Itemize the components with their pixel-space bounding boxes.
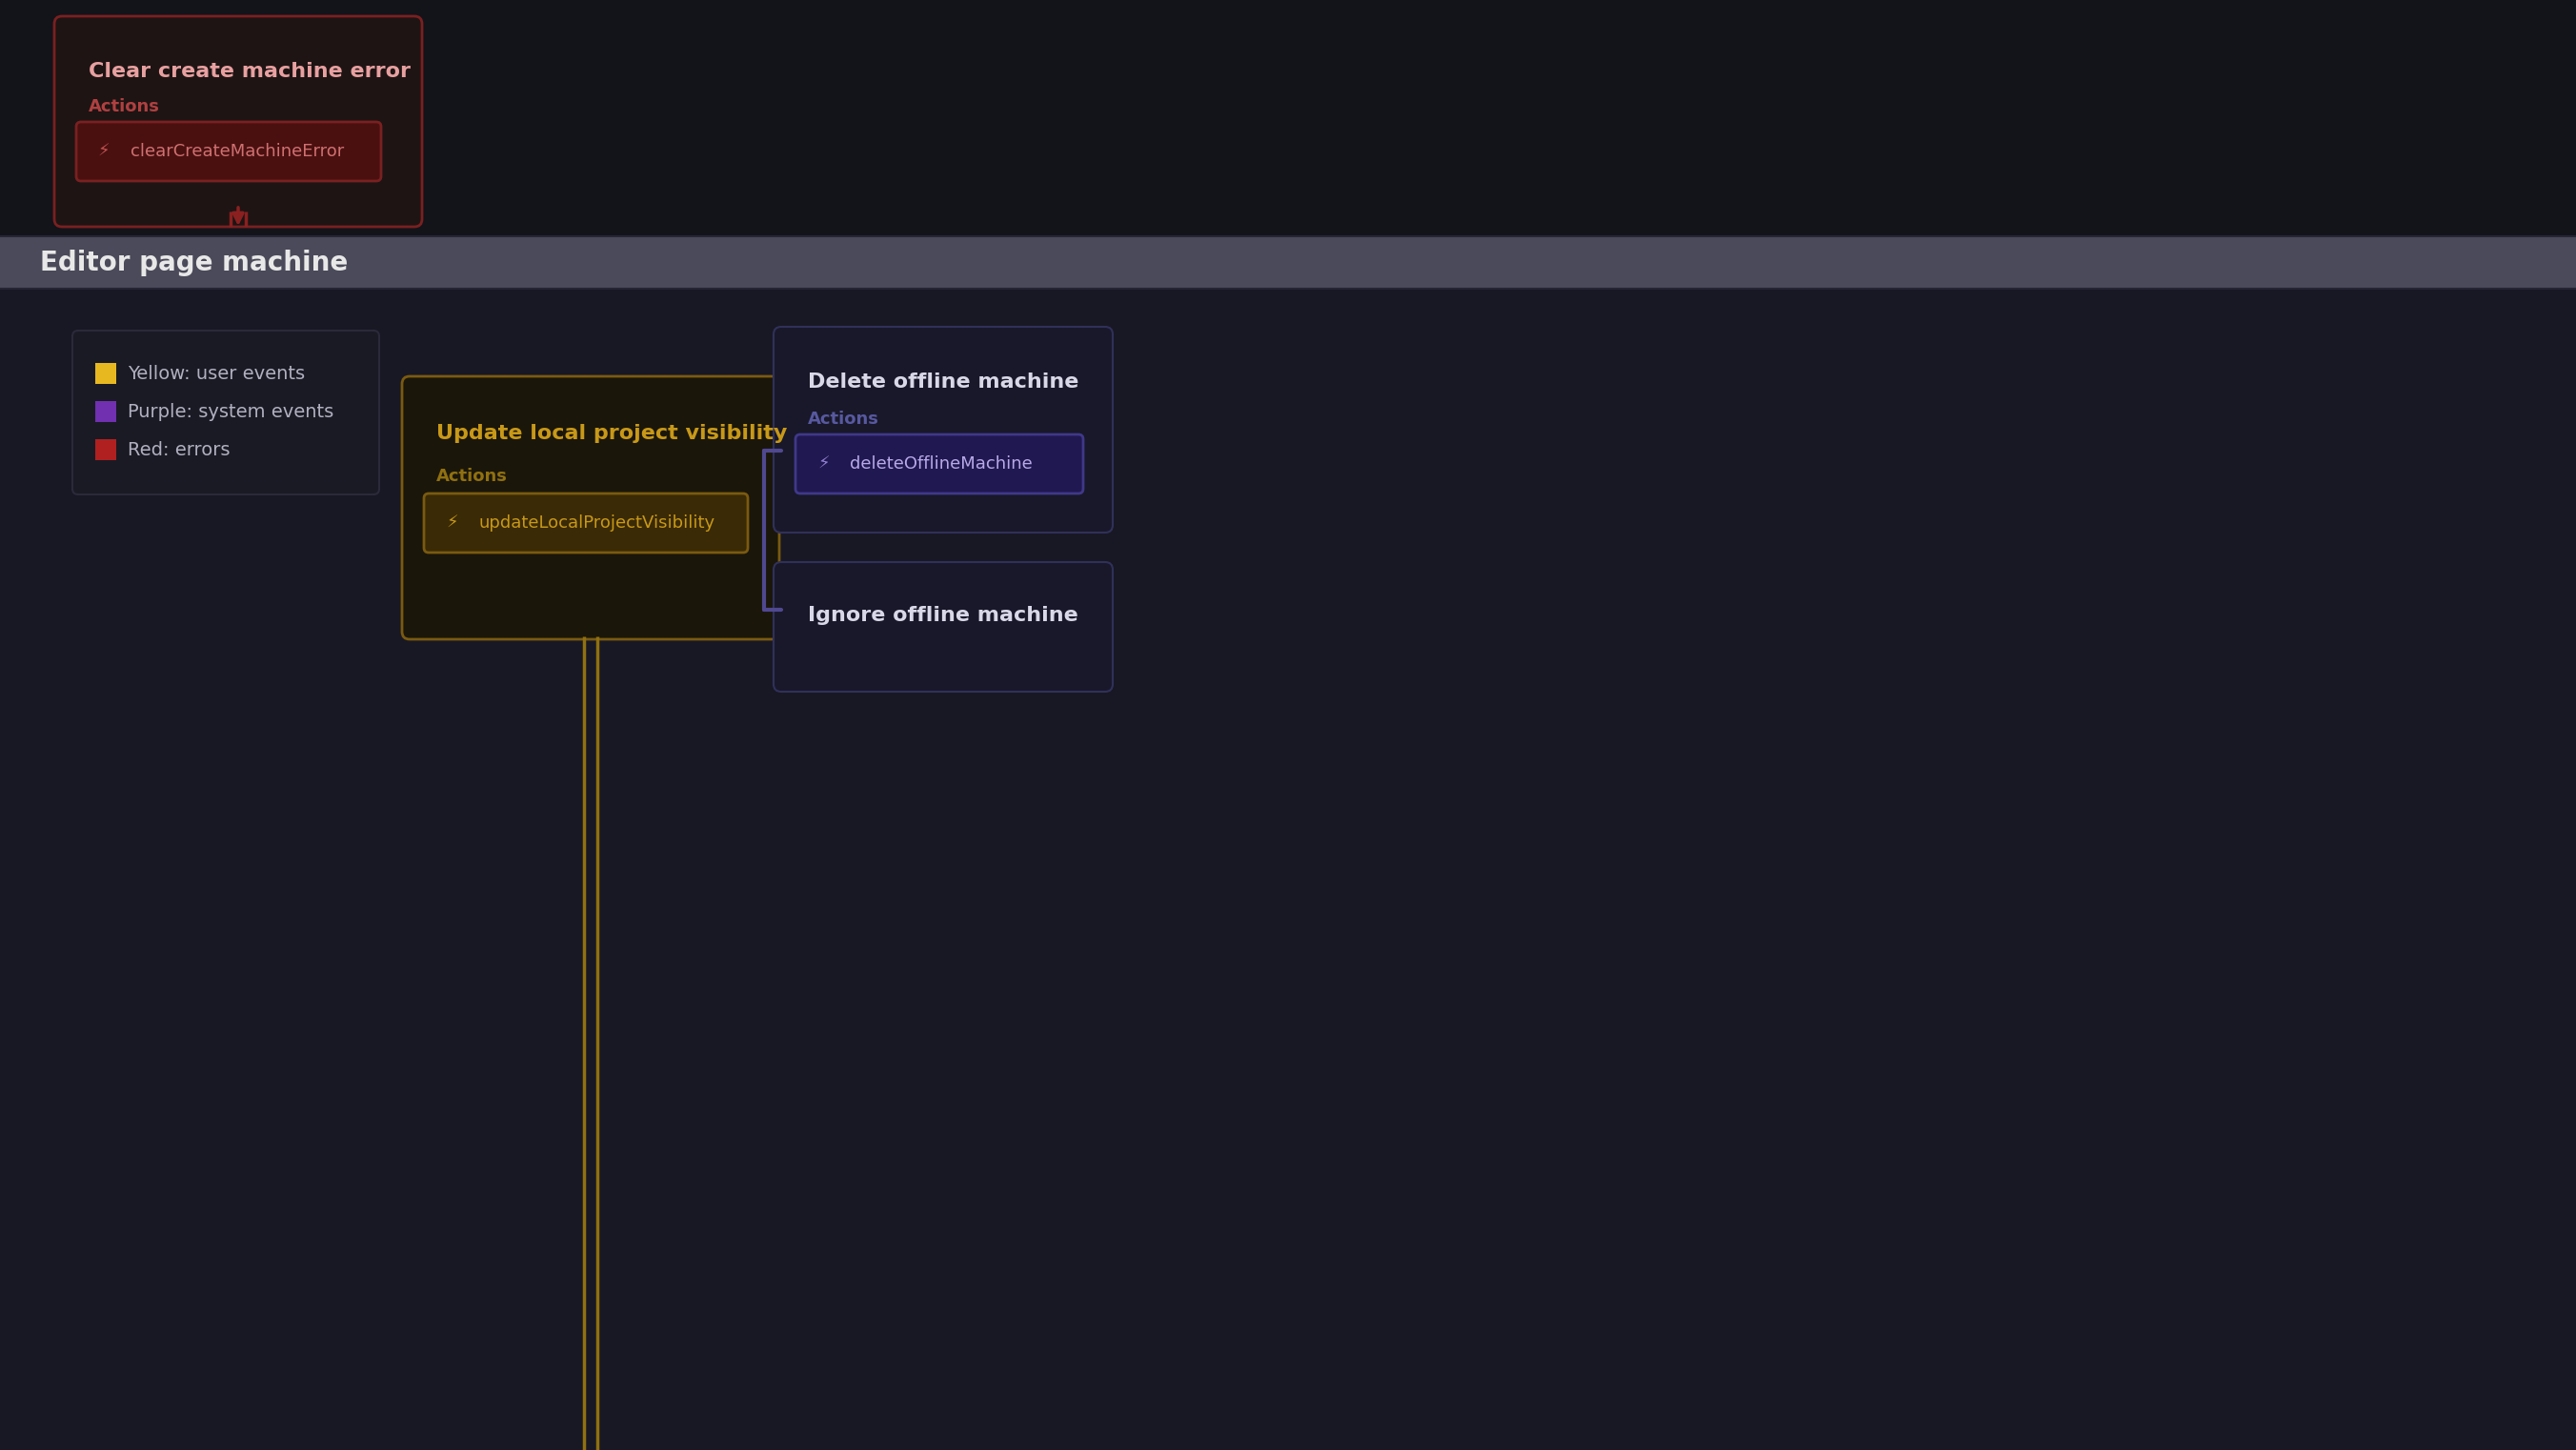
Text: clearCreateMachineError: clearCreateMachineError <box>131 144 345 160</box>
Text: ⚡: ⚡ <box>446 515 459 532</box>
Text: Actions: Actions <box>809 410 878 428</box>
Text: Ignore offline machine: Ignore offline machine <box>809 606 1079 625</box>
Bar <box>95 362 116 384</box>
Text: ⚡: ⚡ <box>817 455 829 473</box>
Text: Clear create machine error: Clear create machine error <box>88 62 410 81</box>
Text: Editor page machine: Editor page machine <box>41 249 348 276</box>
Bar <box>0 236 2576 289</box>
Text: Delete offline machine: Delete offline machine <box>809 373 1079 392</box>
Text: updateLocalProjectVisibility: updateLocalProjectVisibility <box>479 515 714 532</box>
FancyBboxPatch shape <box>72 331 379 494</box>
Text: deleteOfflineMachine: deleteOfflineMachine <box>850 455 1033 473</box>
Text: Red: errors: Red: errors <box>129 441 229 458</box>
FancyBboxPatch shape <box>54 16 422 226</box>
FancyBboxPatch shape <box>402 377 781 639</box>
FancyBboxPatch shape <box>773 563 1113 692</box>
Bar <box>0 0 2576 236</box>
FancyBboxPatch shape <box>77 122 381 181</box>
Bar <box>95 439 116 460</box>
FancyBboxPatch shape <box>773 326 1113 532</box>
Text: Update local project visibility: Update local project visibility <box>435 423 788 444</box>
Text: Actions: Actions <box>88 99 160 116</box>
Text: ⚡: ⚡ <box>98 144 111 160</box>
Text: Purple: system events: Purple: system events <box>129 403 335 420</box>
FancyBboxPatch shape <box>425 493 747 552</box>
Text: Actions: Actions <box>435 468 507 484</box>
FancyBboxPatch shape <box>796 435 1082 493</box>
Text: Yellow: user events: Yellow: user events <box>129 364 304 383</box>
Bar <box>0 289 2576 1450</box>
Bar <box>95 402 116 422</box>
